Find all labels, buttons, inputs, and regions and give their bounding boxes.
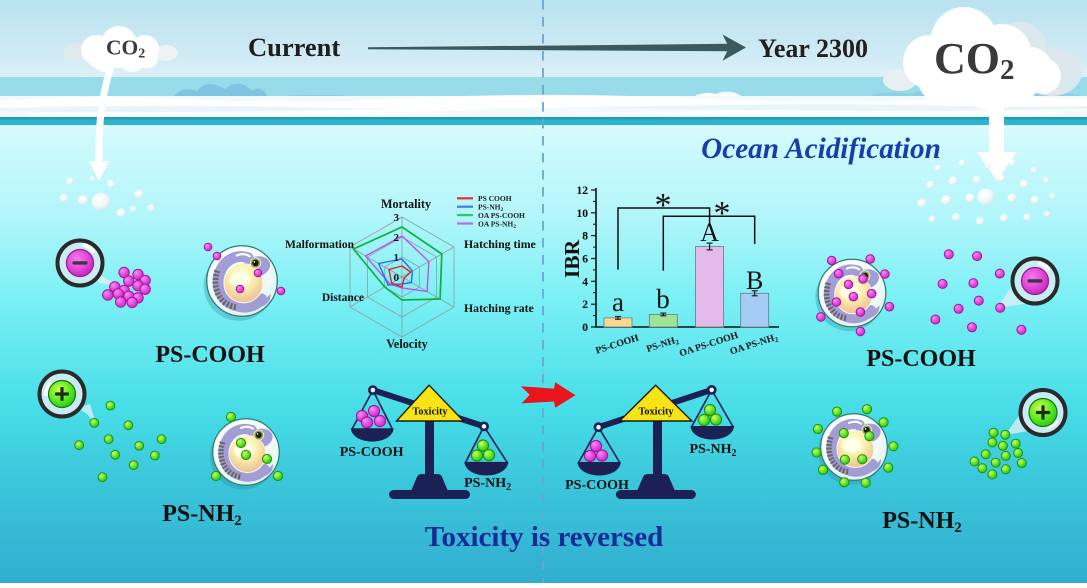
svg-text:10: 10	[577, 208, 589, 220]
svg-text:PS COOH: PS COOH	[478, 194, 512, 203]
svg-text:Year 2300: Year 2300	[758, 34, 868, 63]
svg-text:PS-NH2: PS-NH2	[882, 508, 962, 536]
svg-text:A: A	[700, 218, 719, 247]
svg-text:Toxicity: Toxicity	[638, 407, 674, 418]
svg-text:2: 2	[394, 232, 400, 244]
svg-text:Hatching time: Hatching time	[464, 237, 536, 251]
svg-text:PS-COOH: PS-COOH	[565, 478, 629, 493]
svg-text:Toxicity is reversed: Toxicity is reversed	[425, 521, 663, 553]
svg-text:6: 6	[582, 254, 588, 266]
svg-text:PS-NH2: PS-NH2	[464, 476, 511, 493]
svg-text:OA PS-COOH: OA PS-COOH	[478, 211, 525, 220]
svg-text:Velocity: Velocity	[386, 337, 428, 351]
svg-text:PS-NH2: PS-NH2	[478, 203, 504, 214]
svg-text:a: a	[612, 287, 624, 317]
svg-text:Mortality: Mortality	[381, 197, 431, 211]
svg-text:*: *	[655, 187, 672, 224]
svg-text:B: B	[746, 266, 763, 295]
svg-text:3: 3	[394, 212, 400, 224]
svg-text:2: 2	[582, 299, 588, 311]
svg-text:12: 12	[577, 185, 589, 197]
svg-text:PS-NH2: PS-NH2	[690, 442, 737, 459]
svg-text:PS-COOH: PS-COOH	[866, 346, 976, 372]
svg-text:1: 1	[394, 252, 400, 264]
svg-text:Hatching rate: Hatching rate	[464, 301, 534, 315]
svg-text:*: *	[714, 195, 731, 232]
svg-text:PS-COOH: PS-COOH	[340, 445, 404, 460]
svg-text:Current: Current	[248, 32, 340, 62]
svg-text:4: 4	[582, 276, 588, 288]
svg-text:Toxicity: Toxicity	[412, 407, 448, 418]
svg-text:PS-COOH: PS-COOH	[155, 342, 265, 368]
svg-text:0: 0	[582, 322, 588, 334]
svg-text:0: 0	[394, 272, 400, 284]
svg-text:OA PS-NH2: OA PS-NH2	[478, 219, 516, 230]
svg-text:PS-NH2: PS-NH2	[162, 501, 242, 529]
svg-text:b: b	[656, 284, 670, 314]
svg-text:IBR: IBR	[560, 239, 584, 278]
svg-text:Ocean Acidification: Ocean Acidification	[701, 133, 941, 165]
svg-text:Distance: Distance	[322, 292, 364, 304]
svg-text:Malformation: Malformation	[285, 239, 355, 251]
svg-text:8: 8	[582, 231, 588, 243]
